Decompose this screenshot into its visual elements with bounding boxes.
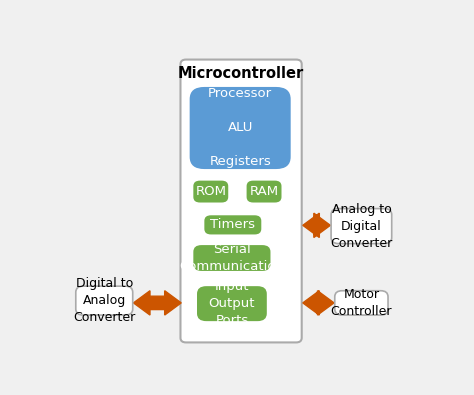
- Text: Microcontroller: Microcontroller: [178, 66, 304, 81]
- FancyBboxPatch shape: [193, 245, 271, 271]
- FancyBboxPatch shape: [193, 181, 228, 203]
- Polygon shape: [134, 291, 181, 315]
- Text: Motor
Controller: Motor Controller: [331, 288, 392, 318]
- FancyBboxPatch shape: [190, 87, 291, 169]
- Text: Input
Output
Ports: Input Output Ports: [209, 280, 255, 327]
- Text: Serial
Communication: Serial Communication: [179, 243, 284, 273]
- FancyBboxPatch shape: [335, 291, 388, 315]
- Text: Timers: Timers: [210, 218, 255, 231]
- Text: RAM: RAM: [249, 185, 279, 198]
- FancyBboxPatch shape: [181, 60, 301, 342]
- Text: Processor

ALU

Registers: Processor ALU Registers: [208, 88, 272, 169]
- Text: ROM: ROM: [195, 185, 226, 198]
- FancyBboxPatch shape: [246, 181, 282, 203]
- FancyBboxPatch shape: [204, 215, 261, 235]
- Text: Digital to
Analog
Converter: Digital to Analog Converter: [73, 277, 136, 324]
- FancyBboxPatch shape: [331, 209, 392, 244]
- Text: Analog to
Digital
Converter: Analog to Digital Converter: [330, 203, 392, 250]
- Polygon shape: [303, 213, 330, 237]
- FancyBboxPatch shape: [76, 286, 133, 315]
- FancyBboxPatch shape: [197, 286, 267, 321]
- Polygon shape: [303, 291, 334, 315]
